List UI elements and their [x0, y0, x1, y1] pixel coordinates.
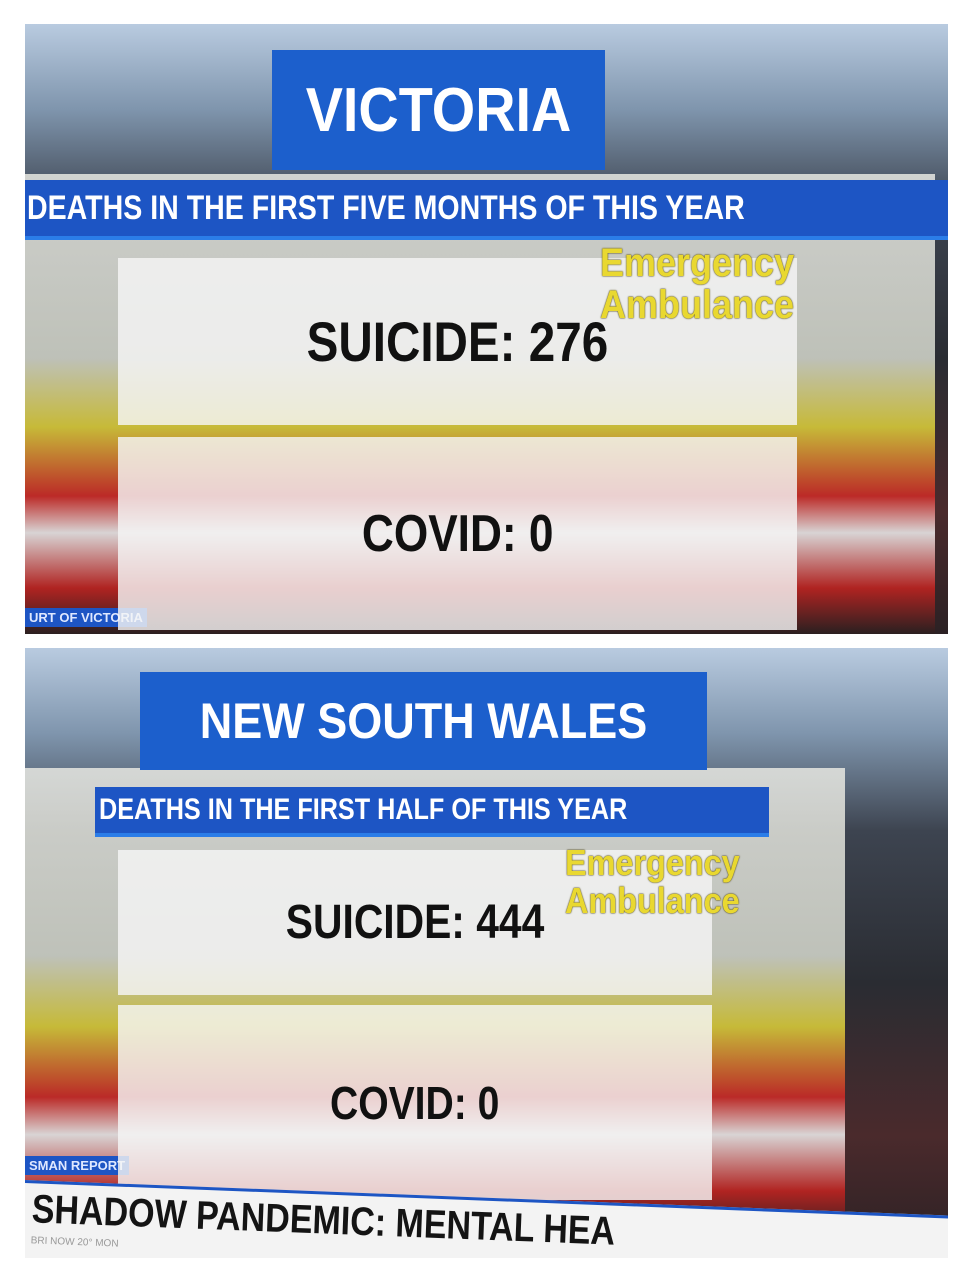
ambulance-text-line: Emergency	[600, 241, 795, 285]
suicide-count: SUICIDE: 444	[285, 896, 545, 949]
covid-card: COVID: 0	[118, 437, 797, 630]
covid-count: COVID: 0	[361, 504, 554, 563]
suicide-card: SUICIDE: 276	[118, 258, 797, 425]
ambulance-lettering: Emergency Ambulance	[565, 844, 740, 920]
ambulance-lettering: Emergency Ambulance	[600, 242, 794, 326]
covid-card: COVID: 0	[118, 1005, 712, 1200]
ambulance-text-line: Emergency	[565, 842, 740, 883]
corner-tag: URT OF VICTORIA	[25, 608, 147, 627]
nsw-screen: NEW SOUTH WALES DEATHS IN THE FIRST HALF…	[25, 648, 948, 1258]
suicide-card: SUICIDE: 444	[118, 850, 712, 995]
covid-count: COVID: 0	[330, 1076, 500, 1129]
subtitle-bar: DEATHS IN THE FIRST FIVE MONTHS OF THIS …	[25, 180, 948, 240]
subtitle-text: DEATHS IN THE FIRST FIVE MONTHS OF THIS …	[27, 188, 745, 227]
subtitle-bar: DEATHS IN THE FIRST HALF OF THIS YEAR	[95, 787, 769, 837]
subtitle-text: DEATHS IN THE FIRST HALF OF THIS YEAR	[99, 793, 628, 826]
corner-tag: SMAN REPORT	[25, 1156, 130, 1175]
victoria-screen: VICTORIA DEATHS IN THE FIRST FIVE MONTHS…	[25, 24, 948, 634]
ambulance-text-line: Ambulance	[565, 879, 740, 921]
ticker-subline: BRI NOW 20° MON	[30, 1235, 119, 1250]
region-title: NEW SOUTH WALES	[140, 672, 707, 770]
region-title: VICTORIA	[272, 50, 605, 170]
ambulance-text-line: Ambulance	[600, 283, 795, 327]
suicide-count: SUICIDE: 276	[306, 310, 609, 373]
